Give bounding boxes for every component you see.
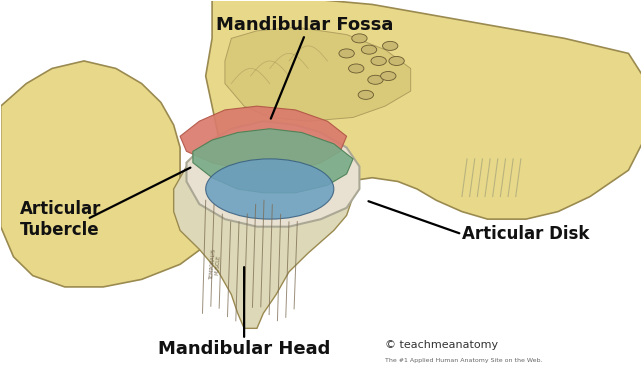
Circle shape <box>383 41 398 50</box>
Text: Articular
Tubercle: Articular Tubercle <box>20 200 101 239</box>
Circle shape <box>358 90 374 99</box>
Circle shape <box>368 75 383 84</box>
Circle shape <box>349 64 364 73</box>
Circle shape <box>352 34 367 43</box>
Text: Articular Disk: Articular Disk <box>462 225 589 243</box>
Text: © teachmeanatomy: © teachmeanatomy <box>385 340 498 350</box>
Polygon shape <box>193 129 353 193</box>
Circle shape <box>361 45 377 54</box>
Polygon shape <box>180 106 347 170</box>
Polygon shape <box>173 136 353 328</box>
Circle shape <box>389 56 404 65</box>
Circle shape <box>381 71 396 81</box>
Text: Mandibular Head: Mandibular Head <box>158 340 331 358</box>
Text: TEMPORALIS
MUSCLE: TEMPORALIS MUSCLE <box>209 248 222 280</box>
Text: Mandibular Fossa: Mandibular Fossa <box>216 16 394 34</box>
Polygon shape <box>186 121 360 227</box>
Polygon shape <box>193 129 347 219</box>
Text: The #1 Applied Human Anatomy Site on the Web.: The #1 Applied Human Anatomy Site on the… <box>385 358 542 363</box>
Circle shape <box>371 56 386 65</box>
Polygon shape <box>225 27 411 121</box>
Ellipse shape <box>205 159 334 219</box>
Polygon shape <box>1 61 212 287</box>
Polygon shape <box>205 0 642 219</box>
Circle shape <box>339 49 354 58</box>
